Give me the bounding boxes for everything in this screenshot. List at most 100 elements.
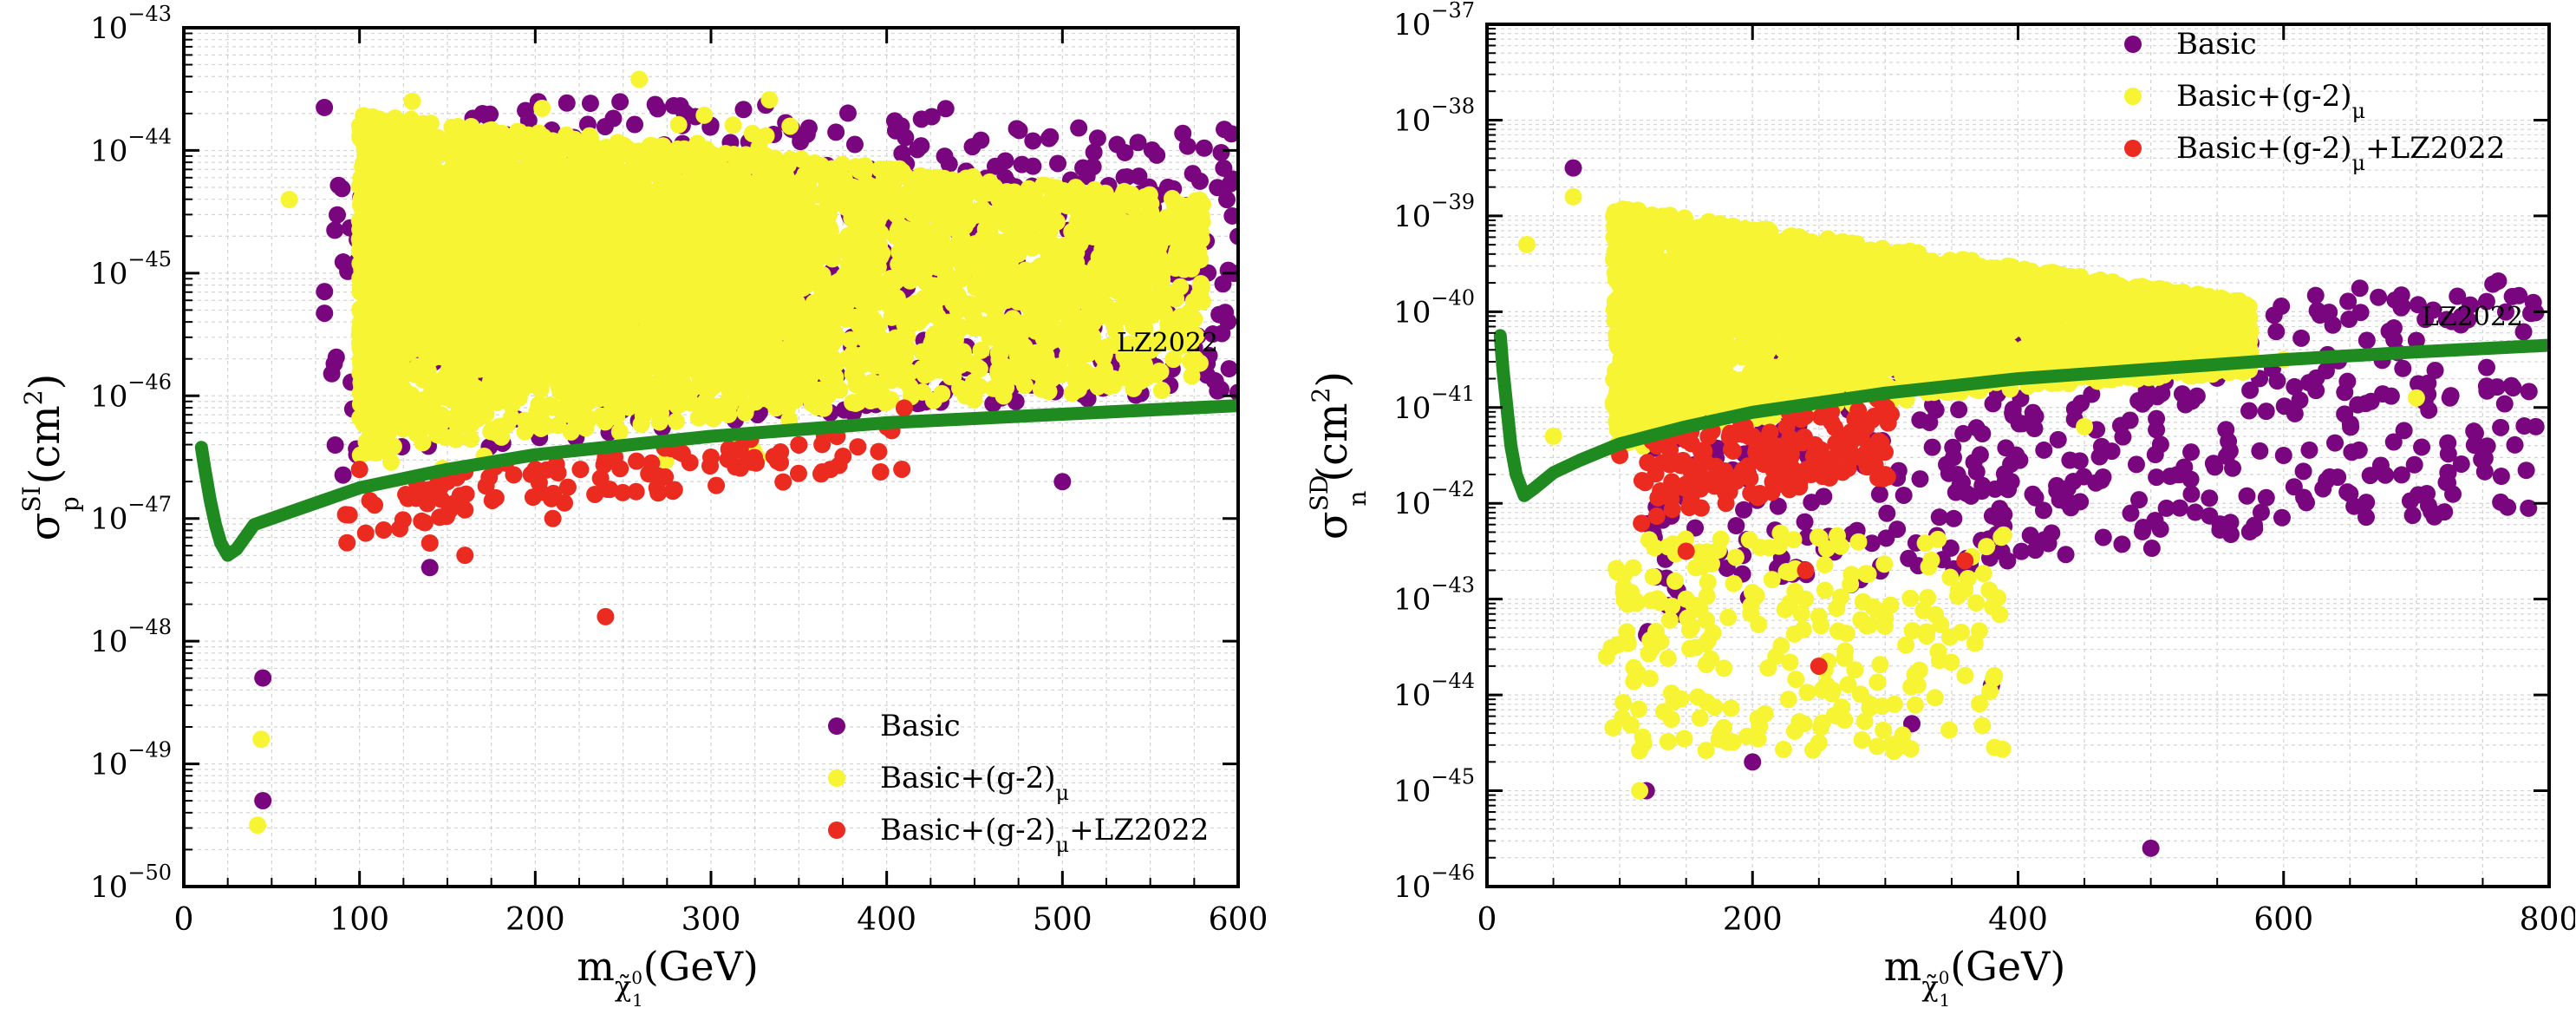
basic-point [1041, 128, 1060, 146]
g2-point [854, 198, 872, 216]
g2-point [1124, 282, 1142, 300]
basic-point [1178, 137, 1197, 155]
g2-point [1011, 328, 1029, 346]
g2-point [1041, 293, 1060, 311]
g2-point [851, 309, 869, 327]
g2-point [1094, 342, 1112, 360]
g2-point [974, 230, 992, 248]
g2-point [360, 443, 378, 461]
basic-point [1013, 155, 1031, 173]
g2-point [835, 170, 853, 188]
basic-point [886, 121, 904, 140]
g2-point [990, 233, 1008, 252]
basic-point [316, 98, 334, 116]
basic-point [333, 180, 351, 198]
g2-point [1015, 188, 1034, 206]
g2-point [970, 360, 988, 378]
g2-point [1054, 181, 1073, 200]
basic-point [940, 155, 958, 173]
g2-point [1059, 258, 1077, 276]
g2-point [1040, 223, 1059, 241]
g2-point [1078, 197, 1096, 215]
basic-point [326, 221, 344, 239]
g2-point [853, 377, 871, 396]
g2-point [460, 121, 478, 139]
g2-point [549, 416, 567, 435]
g2-point [833, 155, 851, 173]
basic-point [611, 93, 629, 111]
g2-point [806, 308, 825, 326]
basic-point [1203, 325, 1222, 344]
g2-point [1171, 231, 1190, 249]
g2-point [938, 348, 956, 366]
basic-point [254, 669, 272, 687]
g2-point [965, 390, 983, 409]
basic-point [1219, 261, 1237, 279]
g2-point [1152, 382, 1171, 400]
g2-point [1060, 304, 1079, 322]
g2-point [915, 193, 933, 212]
g2-point [984, 379, 1002, 397]
g2-point [810, 215, 828, 233]
g2-point [820, 205, 838, 223]
g2-point [1069, 380, 1087, 398]
g2-point [844, 345, 862, 363]
g2-point [871, 182, 890, 200]
basic-point [1024, 132, 1042, 150]
g2-point [813, 331, 831, 349]
g2-point [533, 99, 551, 117]
basic-point [1118, 167, 1136, 186]
g2-point [962, 304, 981, 322]
basic-point [1088, 129, 1106, 147]
g2-point [1069, 318, 1087, 337]
g2-point [667, 412, 685, 430]
g2-point [826, 241, 845, 259]
scatter-points [249, 70, 1238, 834]
g2-point [443, 118, 461, 136]
g2-point [849, 180, 867, 198]
basic-point [1190, 172, 1209, 190]
basic-point [254, 792, 272, 809]
g2-point [812, 381, 831, 399]
basic-point [996, 152, 1014, 170]
g2-point [399, 123, 417, 141]
g2-point [871, 224, 890, 242]
g2-point [834, 278, 852, 297]
g2-point [353, 132, 371, 150]
g2-point [1122, 352, 1140, 370]
basic-point [596, 117, 614, 135]
g2-point [1125, 198, 1143, 216]
g2-point [1113, 307, 1131, 325]
g2-point [632, 416, 650, 434]
g2-point [1164, 350, 1183, 369]
g2-point [482, 422, 500, 441]
g2-point [823, 348, 841, 366]
g2-point [1086, 180, 1104, 199]
g2-point [888, 289, 906, 307]
g2-point [901, 272, 919, 290]
g2-point [1174, 332, 1192, 350]
basic-point [316, 304, 334, 323]
g2-point [944, 180, 962, 199]
basic-point [671, 96, 689, 115]
g2-point [1164, 285, 1182, 303]
g2-point [949, 302, 967, 320]
g2-point [933, 384, 951, 403]
basic-point [1070, 119, 1088, 137]
g2-point [916, 253, 934, 272]
g2-point [926, 283, 944, 301]
g2-point [1035, 372, 1053, 390]
g2-point [355, 415, 373, 433]
basic-point [558, 94, 576, 112]
g2-point [630, 70, 649, 88]
basic-point [963, 138, 981, 156]
basic-point [1220, 360, 1238, 378]
basic-point [1049, 154, 1067, 173]
g2-point [877, 332, 896, 350]
g2-point [988, 252, 1006, 271]
g2-point [855, 214, 873, 232]
g2-point [362, 400, 380, 418]
basic-point [734, 101, 753, 119]
g2-point [1059, 347, 1077, 365]
